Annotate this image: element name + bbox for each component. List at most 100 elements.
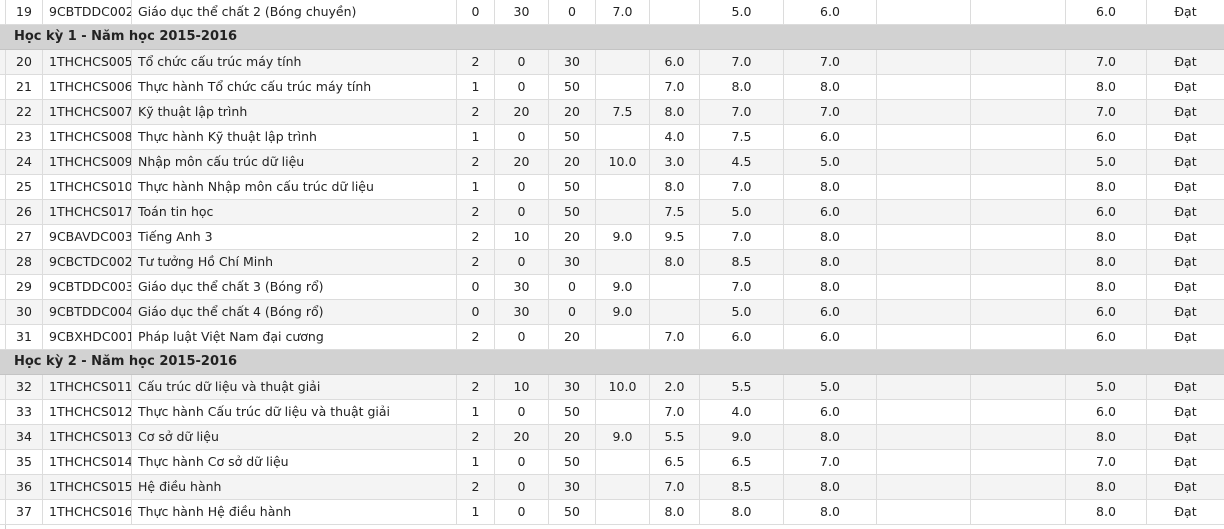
score3-cell: 7.5 [699,125,783,149]
score3-cell: 8.0 [699,75,783,99]
result-cell: Đạt [1146,125,1224,149]
score2-cell: 8.0 [649,100,699,124]
practice-hours-cell: 50 [548,500,595,524]
semester-header-row: Học kỳ 1 - Năm học 2015-2016 [0,25,1224,50]
score2-cell: 8.0 [649,250,699,274]
score3-cell: 4.0 [699,400,783,424]
score1-cell [595,125,649,149]
score4-cell: 6.0 [783,325,876,349]
stt-cell: 36 [5,475,42,499]
score2-cell: 2.0 [649,375,699,399]
course-name-cell: Kỹ thuật lập trình [131,100,456,124]
course-name-cell: Giáo dục thể chất 2 (Bóng chuyền) [131,0,456,24]
course-code-cell: 1THCHCS009 [42,150,131,174]
course-row: 26 1THCHCS017 Toán tin học 2 0 50 7.5 5.0 6.0 6.0… [0,200,1224,225]
score1-cell: 10.0 [595,375,649,399]
credits-cell: 1 [456,500,494,524]
score1-cell [595,500,649,524]
semester-header-row: Học kỳ 2 - Năm học 2015-2016 [0,350,1224,375]
score3-cell: 7.0 [699,275,783,299]
course-name-cell: Giáo dục thể chất 4 (Bóng rổ) [131,300,456,324]
course-row: 19 9CBTDDC002 Giáo dục thể chất 2 (Bóng ch… [0,0,1224,25]
score1-cell: 7.0 [595,0,649,24]
practice-hours-cell: 50 [548,75,595,99]
score2-cell [649,300,699,324]
score2-cell: 4.0 [649,125,699,149]
score2-cell: 6.5 [649,450,699,474]
score5-cell [876,400,970,424]
score2-cell: 7.0 [649,325,699,349]
course-code-cell: 9CBCTDC002 [42,250,131,274]
course-row: 34 1THCHCS013 Cơ sở dữ liệu 2 20 20 9.0 5.5 9.0 8… [0,425,1224,450]
credits-cell: 2 [456,50,494,74]
course-row: 37 1THCHCS016 Thực hành Hệ điều hành 1 0 50 8.… [0,500,1224,525]
score1-cell [595,475,649,499]
score6-cell [970,375,1065,399]
score3-cell: 5.0 [699,200,783,224]
practice-hours-cell: 50 [548,450,595,474]
score5-cell [876,425,970,449]
score4-cell: 6.0 [783,200,876,224]
score5-cell [876,325,970,349]
stt-cell: 27 [5,225,42,249]
score3-cell: 5.5 [699,375,783,399]
score4-cell: 8.0 [783,250,876,274]
course-name-cell: Tiếng Anh 3 [131,225,456,249]
practice-hours-cell: 30 [548,475,595,499]
score4-cell: 5.0 [783,375,876,399]
course-row: 29 9CBTDDC003 Giáo dục thể chất 3 (Bóng rổ… [0,275,1224,300]
score1-cell: 7.5 [595,100,649,124]
score2-cell: 8.0 [649,175,699,199]
credits-cell: 2 [456,200,494,224]
stt-cell: 21 [5,75,42,99]
credits-cell: 2 [456,475,494,499]
score3-cell: 5.0 [699,0,783,24]
score1-cell: 9.0 [595,425,649,449]
score5-cell [876,100,970,124]
final-score-cell: 8.0 [1065,250,1146,274]
score6-cell [970,125,1065,149]
score2-cell [649,0,699,24]
score5-cell [876,200,970,224]
stt-cell: 37 [5,500,42,524]
theory-hours-cell: 0 [494,175,548,199]
result-cell: Đạt [1146,375,1224,399]
score5-cell [876,375,970,399]
credits-cell: 2 [456,250,494,274]
course-row: 30 9CBTDDC004 Giáo dục thể chất 4 (Bóng rổ… [0,300,1224,325]
course-row: 31 9CBXHDC001 Pháp luật Việt Nam đại cương… [0,325,1224,350]
score4-cell: 8.0 [783,425,876,449]
result-cell: Đạt [1146,100,1224,124]
credits-cell: 1 [456,450,494,474]
credits-cell: 0 [456,275,494,299]
score4-cell: 8.0 [783,500,876,524]
course-code-cell: 1THCHCS013 [42,425,131,449]
score5-cell [876,0,970,24]
score6-cell [970,300,1065,324]
theory-hours-cell: 0 [494,125,548,149]
score5-cell [876,150,970,174]
score5-cell [876,175,970,199]
result-cell: Đạt [1146,400,1224,424]
score3-cell: 5.0 [699,300,783,324]
score4-cell: 8.0 [783,275,876,299]
course-code-cell: 1THCHCS011 [42,375,131,399]
theory-hours-cell: 10 [494,225,548,249]
final-score-cell: 8.0 [1065,425,1146,449]
result-cell: Đạt [1146,150,1224,174]
score5-cell [876,250,970,274]
stt-cell: 19 [5,0,42,24]
score2-cell: 7.0 [649,475,699,499]
score3-cell: 8.0 [699,500,783,524]
score6-cell [970,425,1065,449]
course-code-cell: 9CBTDDC004 [42,300,131,324]
final-score-cell: 6.0 [1065,200,1146,224]
theory-hours-cell: 10 [494,375,548,399]
result-cell: Đạt [1146,0,1224,24]
practice-hours-cell: 50 [548,125,595,149]
course-code-cell: 9CBTDDC002 [42,0,131,24]
course-code-cell: 1THCHCS014 [42,450,131,474]
score2-cell: 5.5 [649,425,699,449]
course-name-cell: Cơ sở dữ liệu [131,425,456,449]
course-row: 24 1THCHCS009 Nhập môn cấu trúc dữ liệu 2 20… [0,150,1224,175]
